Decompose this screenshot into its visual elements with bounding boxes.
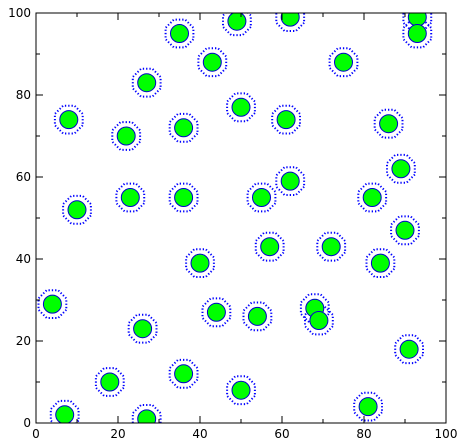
data-point-28	[231, 97, 251, 117]
point-outline-18	[62, 194, 92, 225]
data-point-13	[190, 253, 210, 273]
y-tick-label-3: 60	[16, 170, 31, 184]
point-outline-15	[316, 231, 347, 262]
x-tick-label-0: 0	[32, 427, 40, 441]
data-point-38	[407, 24, 427, 43]
data-point-36	[280, 13, 300, 27]
y-tick-label-0: 0	[23, 416, 31, 430]
point-outline-14	[254, 231, 285, 262]
data-point-5	[358, 397, 378, 417]
data-point-21	[252, 188, 271, 207]
point-outline-10	[299, 293, 330, 324]
marker-layer	[42, 13, 427, 423]
point-outline-20	[168, 182, 199, 213]
point-outline-8	[201, 297, 232, 328]
x-tick-label-5: 100	[435, 427, 458, 441]
x-tick-label-2: 40	[192, 427, 207, 441]
data-point-25	[59, 110, 79, 130]
x-tick-label-3: 60	[274, 427, 289, 441]
data-point-29	[276, 110, 296, 130]
data-point-27	[174, 118, 194, 138]
point-outline-17	[390, 215, 420, 246]
point-outline-13	[185, 248, 215, 278]
point-outline-19	[115, 182, 146, 213]
data-point-17	[395, 220, 415, 240]
data-point-20	[174, 188, 194, 207]
data-point-15	[321, 237, 341, 257]
data-point-30	[379, 114, 399, 134]
point-outline-29	[271, 104, 301, 135]
data-point-12	[42, 294, 62, 314]
y-tick-label-4: 80	[16, 88, 31, 102]
point-outline-1	[131, 404, 162, 423]
point-outline-33	[328, 47, 359, 78]
data-point-18	[67, 200, 87, 220]
point-outline-32	[197, 47, 228, 78]
point-outline-38	[402, 18, 433, 49]
outline-layer	[37, 13, 433, 423]
point-outline-4	[226, 375, 256, 406]
x-axis: 0 20 40 60 80 100	[32, 13, 457, 441]
data-point-2	[100, 372, 120, 392]
y-tick-label-1: 20	[16, 334, 31, 348]
point-outline-34	[164, 18, 195, 49]
data-point-34	[170, 24, 189, 43]
data-point-19	[120, 188, 140, 207]
data-point-24	[391, 159, 411, 179]
point-outline-7	[127, 313, 158, 344]
data-point-35	[227, 13, 247, 31]
data-point-4	[231, 380, 251, 400]
point-outline-6	[394, 334, 424, 365]
data-point-22	[280, 171, 300, 191]
point-outline-27	[168, 112, 199, 143]
point-outline-5	[353, 391, 383, 422]
point-outline-24	[386, 153, 416, 184]
point-outline-26	[111, 121, 142, 151]
point-outline-30	[373, 108, 404, 139]
data-point-11	[309, 311, 329, 330]
data-point-7	[133, 319, 153, 339]
point-outline-3	[168, 358, 199, 389]
data-point-6	[399, 339, 419, 359]
x-tick-label-4: 80	[356, 427, 371, 441]
data-point-0	[55, 405, 75, 423]
point-outline-9	[242, 301, 273, 332]
point-outline-31	[131, 67, 162, 98]
data-point-33	[334, 52, 353, 72]
y-tick-label-2: 40	[16, 252, 31, 266]
y-tick-label-5: 100	[8, 6, 31, 20]
y-axis: 0 20 40 60 80 100	[8, 6, 446, 430]
data-point-1	[137, 409, 157, 423]
point-outline-11	[304, 305, 334, 336]
point-outline-12	[37, 289, 68, 319]
data-point-23	[362, 188, 382, 207]
point-outline-28	[226, 92, 256, 123]
point-outline-0	[49, 399, 80, 423]
data-point-14	[260, 237, 280, 257]
point-outline-16	[365, 248, 396, 278]
x-tick-label-1: 20	[110, 427, 125, 441]
point-outline-2	[94, 367, 125, 397]
point-outline-22	[275, 166, 306, 196]
data-point-31	[137, 73, 157, 93]
data-point-32	[202, 52, 222, 72]
data-point-8	[206, 302, 226, 322]
point-outline-25	[53, 104, 84, 135]
data-point-37	[407, 13, 427, 27]
data-point-16	[370, 253, 390, 273]
point-outline-23	[357, 182, 388, 213]
plot-frame	[35, 12, 447, 424]
point-outline-21	[246, 182, 277, 213]
data-point-3	[174, 364, 194, 384]
data-point-9	[247, 306, 267, 326]
data-point-26	[116, 126, 136, 146]
